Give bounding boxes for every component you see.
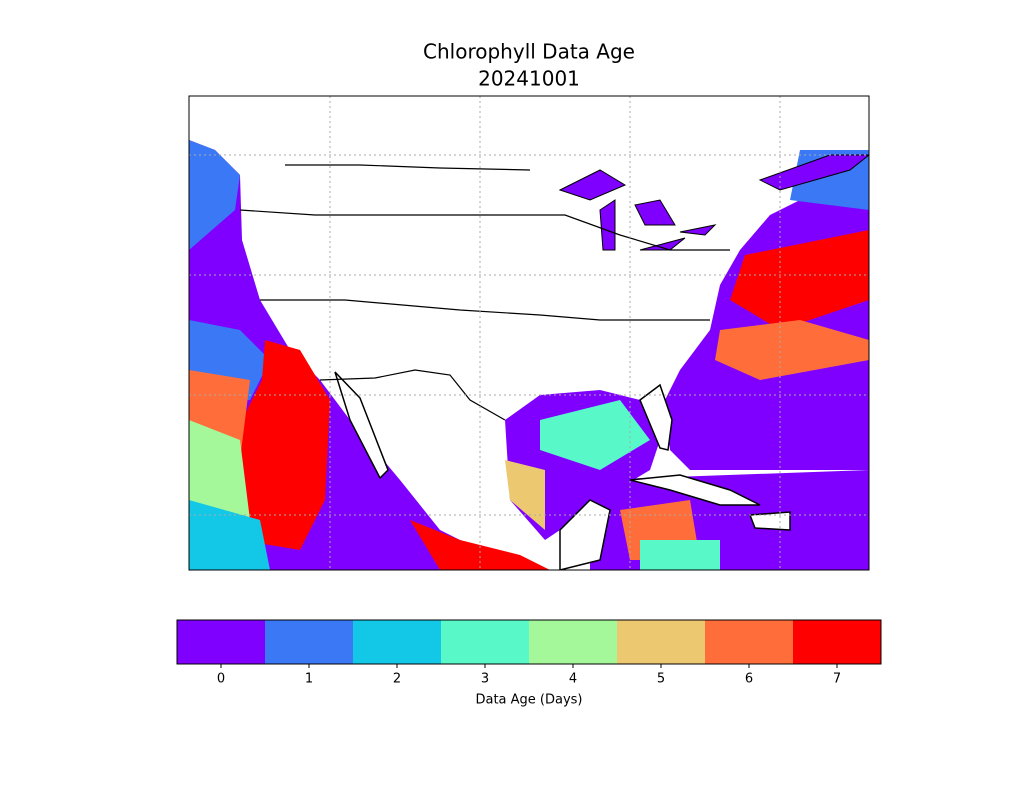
gulf-patch: [505, 460, 545, 530]
gulf-patch: [540, 400, 650, 470]
pacific-patch: [232, 340, 330, 550]
yucatan: [559, 499, 611, 570]
colorbar-segment: [529, 620, 618, 664]
state-borders: [319, 369, 506, 421]
state-borders: [260, 299, 710, 321]
great-lakes: [558, 154, 869, 251]
state-borders: [239, 209, 730, 251]
colorbar-tick-label: 2: [393, 672, 401, 687]
colorbar-label: Data Age (Days): [475, 693, 582, 708]
colorbar-tick-label: 5: [657, 672, 665, 687]
pacific-patch: [189, 420, 250, 520]
colorbar-segment: [265, 620, 354, 664]
colorbar-tick-label: 3: [481, 672, 489, 687]
mexico-coast-patch: [410, 520, 550, 570]
colorbar-tick-label: 1: [305, 672, 313, 687]
colorbar-segment: [177, 620, 266, 664]
colorbar-tick-label: 0: [217, 672, 225, 687]
baja: [334, 371, 389, 480]
colorbar-frame: [176, 619, 882, 665]
colorbar-tick-label: 7: [833, 672, 841, 687]
florida: [639, 383, 673, 451]
title-line: Chlorophyll Data Age: [423, 40, 635, 64]
colorbar-tick-label: 6: [745, 672, 753, 687]
colorbar-segment: [793, 620, 882, 664]
map: [188, 95, 870, 571]
atlantic-patch: [715, 320, 869, 380]
colorbar-segment: [617, 620, 706, 664]
state-borders: [285, 164, 531, 171]
graticule: [189, 96, 869, 570]
colorbar-segment: [705, 620, 794, 664]
title-line: 20241001: [478, 67, 580, 91]
cuba: [629, 474, 761, 506]
pacific-patch: [189, 140, 240, 250]
colorbar: 0 1 2 3 4 5 6 7: [176, 619, 882, 687]
pacific-patch: [189, 500, 270, 570]
map-frame: [188, 95, 870, 571]
caribbean-patch: [640, 540, 720, 570]
colorbar-segment: [441, 620, 530, 664]
atlantic-patch: [730, 230, 869, 330]
colorbar-tick-label: 4: [569, 672, 577, 687]
colorbar-segment: [353, 620, 442, 664]
